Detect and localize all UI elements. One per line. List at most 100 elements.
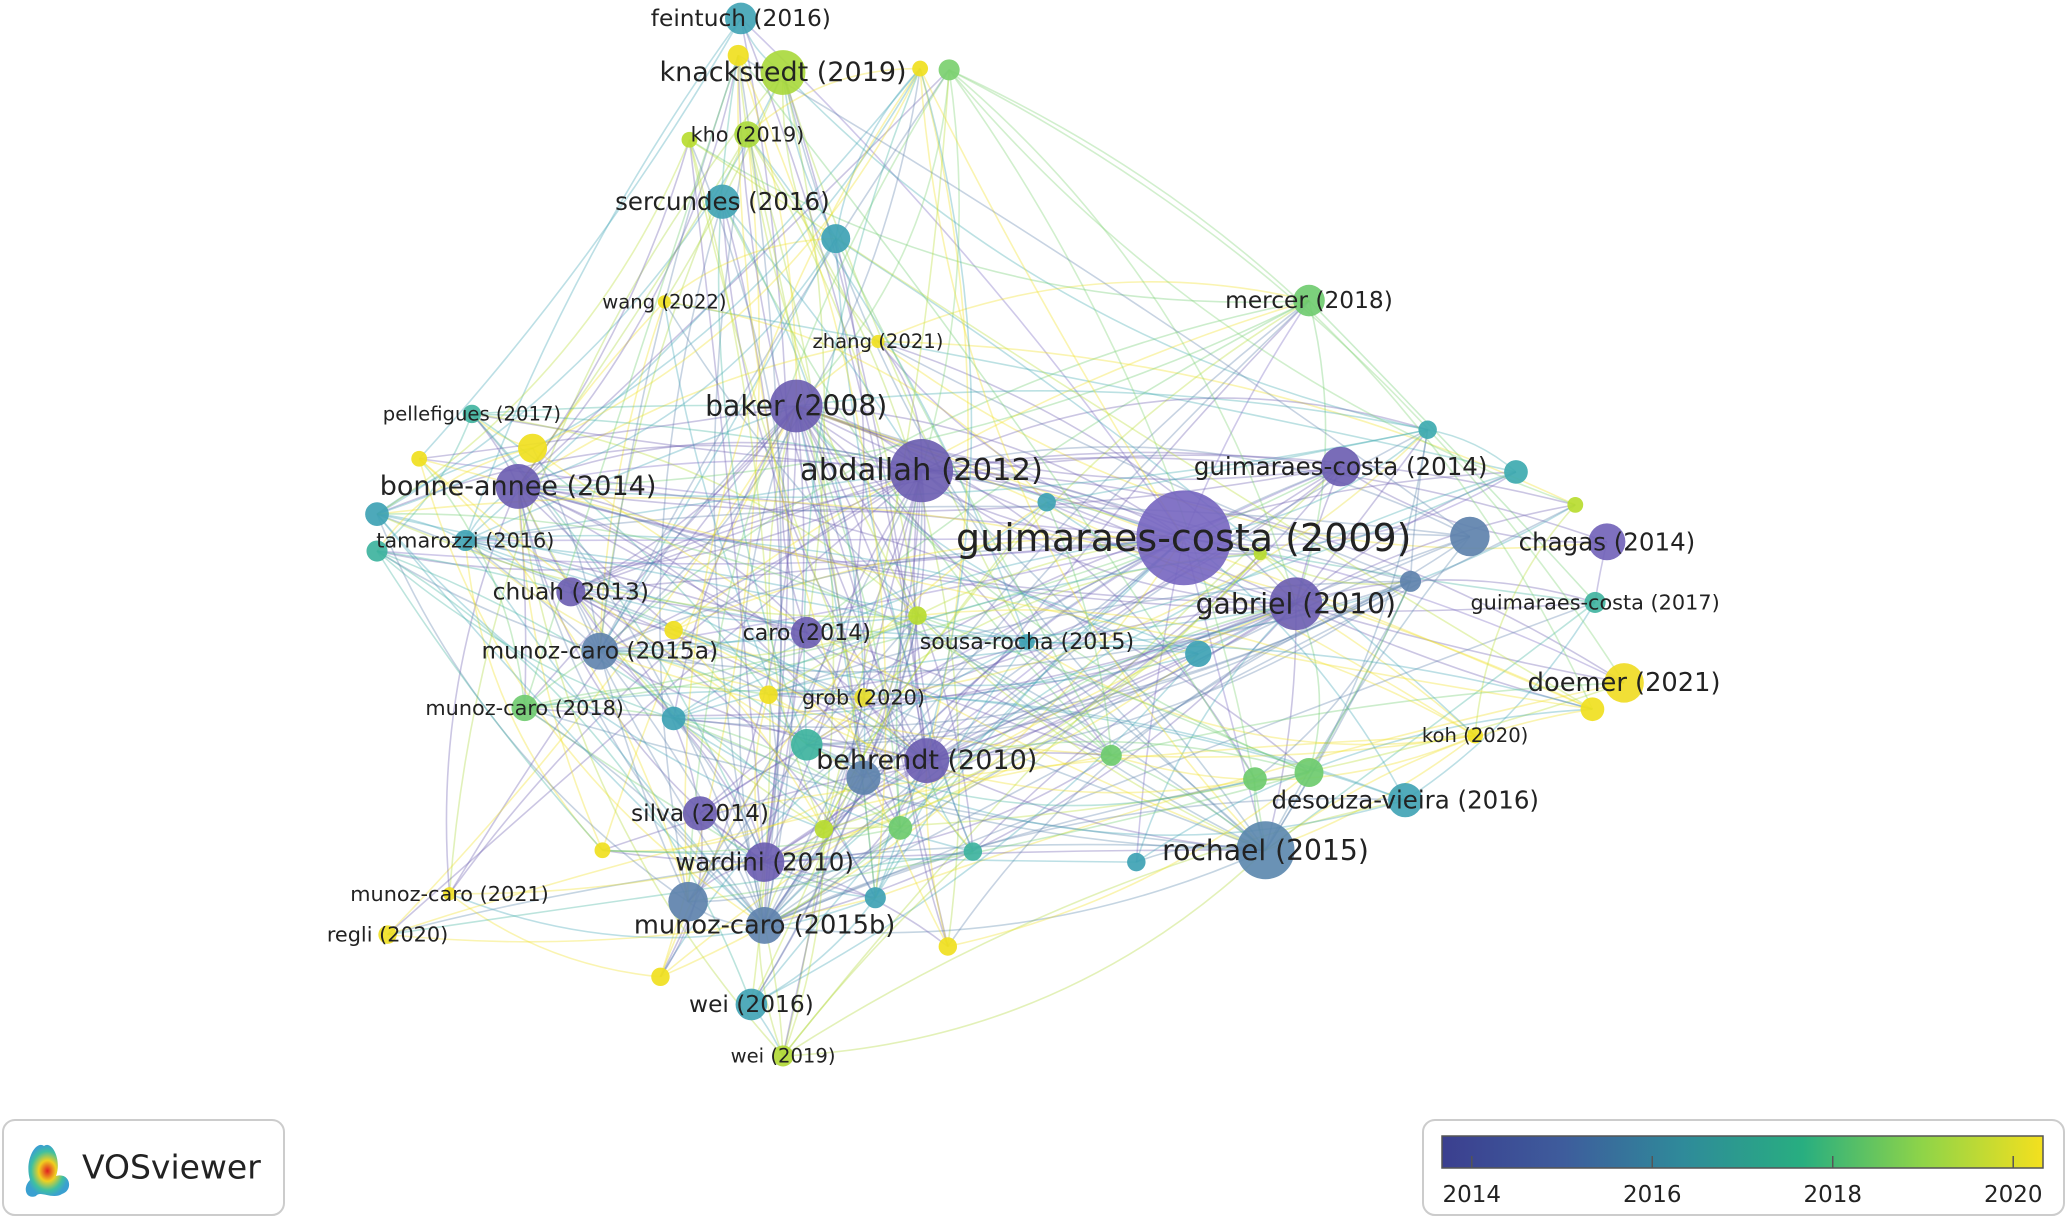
edge: [699, 602, 1296, 815]
edge: [764, 849, 1266, 934]
edge: [673, 629, 928, 762]
edge: [599, 537, 1184, 653]
node: [821, 224, 851, 254]
edge: [418, 458, 526, 708]
edge: [445, 486, 519, 894]
edge: [948, 69, 1297, 604]
edge: [763, 632, 808, 926]
edge: [599, 69, 950, 652]
node: [454, 529, 476, 552]
node-label: grob (2020): [802, 685, 925, 709]
edge: [926, 580, 1411, 762]
node: [1293, 284, 1325, 317]
edge: [570, 405, 797, 593]
edge: [663, 237, 836, 303]
edge: [763, 537, 1185, 926]
edge: [750, 537, 1185, 1005]
edge: [465, 539, 928, 762]
edge: [1111, 682, 1625, 757]
edge: [721, 201, 923, 472]
edge: [376, 413, 473, 552]
node: [556, 577, 586, 607]
edge: [659, 201, 724, 902]
edge: [517, 485, 928, 762]
edge: [806, 580, 1411, 746]
edge: [721, 201, 783, 863]
edge: [862, 615, 919, 779]
legend-tick-label: 2020: [1984, 1182, 2043, 1208]
node: [651, 967, 670, 987]
edge: [464, 539, 918, 624]
edge: [746, 134, 919, 616]
edge: [1295, 504, 1576, 605]
edge: [795, 69, 950, 407]
edge: [599, 614, 918, 660]
node: [1450, 516, 1490, 557]
edge: [673, 537, 1184, 720]
edge: [899, 602, 1296, 829]
node: [772, 1045, 794, 1067]
edge: [517, 460, 1185, 539]
node: [1584, 591, 1606, 613]
edge: [517, 486, 766, 926]
edge: [823, 553, 1261, 830]
edge: [523, 55, 739, 709]
edge: [763, 694, 780, 926]
edge: [806, 299, 1310, 634]
edge: [673, 717, 766, 863]
edge: [750, 615, 919, 1005]
edge: [795, 405, 949, 947]
edge: [737, 54, 1256, 780]
edge: [782, 470, 923, 1057]
node: [518, 433, 548, 463]
node: [664, 620, 683, 640]
edge: [599, 651, 689, 903]
node: [904, 738, 950, 784]
edge: [517, 485, 808, 634]
node: [725, 2, 757, 35]
edge: [721, 201, 1112, 756]
node-label: mercer (2018): [1225, 287, 1393, 314]
edge: [419, 405, 797, 460]
edge: [517, 441, 922, 488]
edge: [517, 465, 1341, 513]
edge: [673, 603, 1297, 720]
edge: [782, 72, 826, 633]
edge: [754, 694, 770, 863]
node: [657, 295, 671, 309]
edge: [863, 429, 1429, 699]
edge: [599, 55, 739, 652]
edge: [746, 133, 1028, 643]
edge: [925, 760, 949, 947]
node: [1127, 852, 1146, 872]
node-label: caro (2014): [743, 620, 871, 646]
edge: [877, 281, 1310, 343]
edge: [524, 465, 1342, 709]
edge: [376, 513, 1266, 852]
node: [938, 937, 958, 956]
edge: [795, 405, 1199, 655]
edge: [376, 513, 689, 903]
edge: [737, 55, 887, 898]
node-label: wardini (2010): [675, 848, 854, 877]
node-label: munoz-caro (2015a): [481, 638, 718, 665]
node: [734, 121, 761, 148]
node-label: kho (2019): [691, 122, 805, 146]
node-label: munoz-caro (2021): [350, 882, 549, 906]
edge: [1265, 601, 1596, 851]
edge: [823, 299, 1310, 830]
edge: [465, 537, 1184, 542]
edge: [599, 650, 769, 696]
edge: [795, 405, 1341, 481]
edge: [764, 535, 1471, 927]
edge: [687, 470, 923, 903]
edge: [673, 535, 1184, 631]
node: [462, 404, 482, 424]
edge: [763, 470, 923, 926]
edge: [524, 685, 769, 709]
edge: [464, 540, 766, 926]
edge: [764, 797, 1406, 927]
edge: [599, 501, 1048, 653]
edge: [688, 827, 901, 903]
edge: [1045, 501, 1113, 756]
